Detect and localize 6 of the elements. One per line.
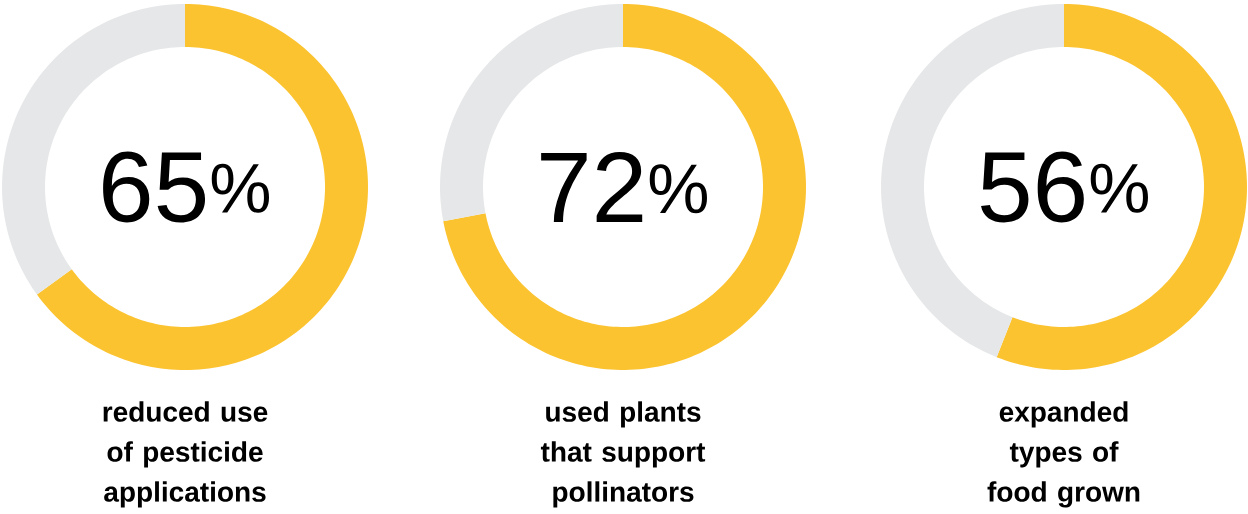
- data-label: 56$^{%}$: [981, 151, 1148, 223]
- text: reduced use of pesticide applications: [103, 401, 268, 508]
- data-label: 72$^{%}$: [541, 152, 707, 222]
- data-label: 65$^{%}$: [103, 151, 269, 223]
- text: used plants that support pollinators: [540, 401, 706, 508]
- text: expanded types of food grown: [987, 401, 1140, 508]
